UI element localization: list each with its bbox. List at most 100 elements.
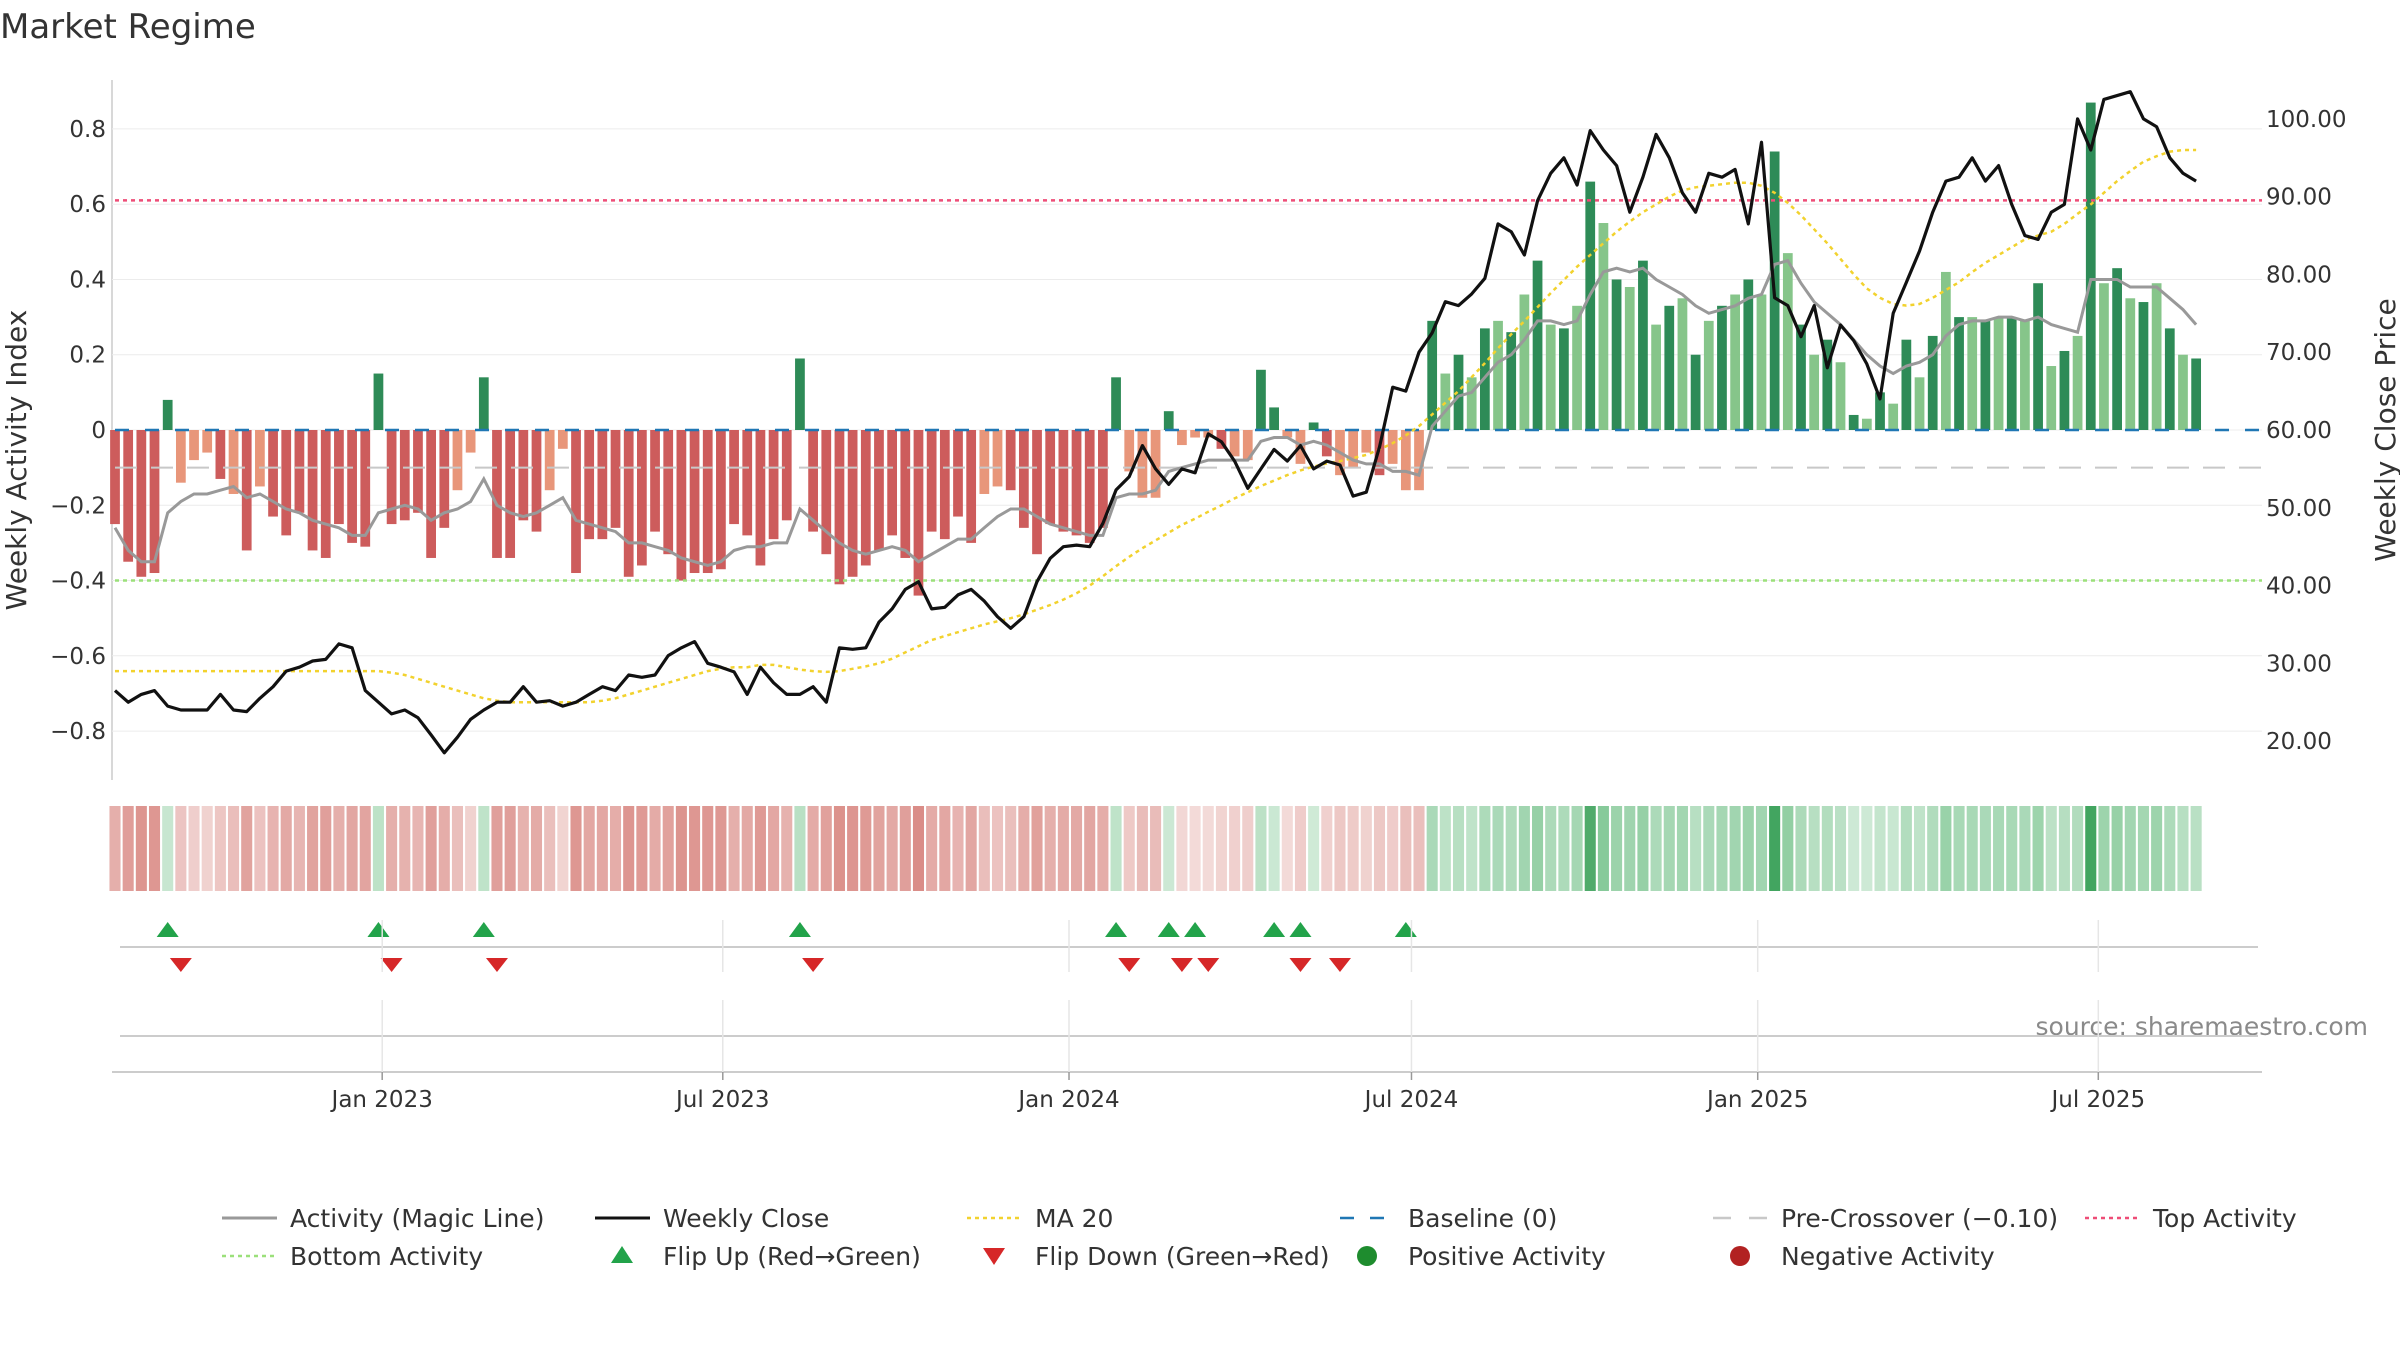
activity-bar xyxy=(610,430,621,528)
activity-bar xyxy=(992,430,1003,487)
flip-up-marker xyxy=(1157,922,1180,937)
regime-strip-cell xyxy=(1347,806,1359,891)
flip-markers-panel xyxy=(120,922,2258,972)
regime-strip-cell xyxy=(1084,806,1096,891)
legend-label: Flip Up (Red→Green) xyxy=(663,1242,921,1271)
activity-bar xyxy=(1598,223,1609,430)
activity-bar xyxy=(1387,430,1398,464)
regime-strip-cell xyxy=(1703,806,1715,891)
regime-strip-cell xyxy=(1202,806,1214,891)
regime-strip-cell xyxy=(517,806,529,891)
activity-bar xyxy=(1308,422,1319,430)
activity-bar xyxy=(2112,268,2122,430)
activity-bar xyxy=(2099,283,2109,430)
regime-strip-cell xyxy=(2151,806,2163,891)
activity-bar xyxy=(505,430,516,558)
regime-strip-cell xyxy=(1268,806,1280,891)
activity-bar xyxy=(716,430,726,570)
activity-bar xyxy=(1875,392,1885,430)
legend-item: Top Activity xyxy=(2085,1204,2297,1233)
regime-strip-cell xyxy=(1545,806,1557,891)
main-plot xyxy=(110,90,2262,755)
activity-bar xyxy=(1466,377,1477,430)
regime-strip-cell xyxy=(1584,806,1596,891)
activity-bar xyxy=(268,430,278,517)
regime-strip-cell xyxy=(847,806,859,891)
activity-bar xyxy=(966,430,977,543)
activity-bar xyxy=(1190,430,1200,438)
activity-bar xyxy=(953,430,963,517)
legend-swatch xyxy=(1730,1246,1750,1266)
activity-bar xyxy=(755,430,766,566)
activity-bar xyxy=(1835,362,1846,430)
flip-down-marker xyxy=(1170,958,1193,972)
activity-bar xyxy=(702,430,713,574)
activity-bar xyxy=(1703,320,1714,430)
regime-strip-cell xyxy=(293,806,305,891)
regime-strip-cell xyxy=(912,806,925,891)
flip-down-marker xyxy=(380,958,403,972)
regime-strip-cell xyxy=(1400,806,1412,891)
regime-strip-cell xyxy=(715,806,727,891)
activity-bar xyxy=(834,430,845,585)
regime-strip-cell xyxy=(1795,806,1807,891)
regime-strip-cell xyxy=(1518,806,1530,891)
activity-bar xyxy=(1242,430,1253,461)
activity-bar xyxy=(1427,320,1438,430)
activity-bar xyxy=(1321,430,1332,457)
x-tick-label: Jan 2024 xyxy=(1016,1087,1119,1113)
right-tick-label: 40.00 xyxy=(2266,574,2332,600)
activity-bar xyxy=(2191,358,2202,430)
activity-bar xyxy=(123,430,134,562)
regime-strip-cell xyxy=(2032,806,2044,891)
regime-strip-cell xyxy=(2045,806,2057,891)
activity-bar xyxy=(241,430,252,551)
regime-strip-cell xyxy=(820,806,832,891)
legend-item: Weekly Close xyxy=(595,1204,829,1233)
activity-bar xyxy=(1269,407,1279,430)
activity-bar xyxy=(887,430,898,536)
left-axis-label: Weekly Activity Index xyxy=(0,310,33,611)
left-tick-label: −0.6 xyxy=(50,644,106,670)
regime-strip-cell xyxy=(465,806,477,891)
flip-up-marker xyxy=(367,922,390,937)
activity-bar xyxy=(1585,181,1596,430)
legend-item: MA 20 xyxy=(967,1204,1113,1233)
activity-bar xyxy=(557,430,568,449)
activity-bar xyxy=(939,430,950,540)
regime-strip-cell xyxy=(399,806,411,891)
activity-bar xyxy=(294,430,305,513)
legend-label: Positive Activity xyxy=(1408,1242,1606,1271)
activity-bar xyxy=(1440,373,1451,430)
regime-strip-cell xyxy=(2190,806,2202,891)
regime-strip-cell xyxy=(504,806,516,891)
activity-bar xyxy=(571,430,581,574)
activity-bar xyxy=(1822,339,1833,430)
regime-strip-cell xyxy=(1189,806,1201,891)
activity-bar xyxy=(1677,298,1688,430)
activity-bar xyxy=(2006,317,2017,430)
flip-down-marker xyxy=(1197,958,1220,972)
regime-strip-cell xyxy=(1861,806,1873,891)
regime-strip-cell xyxy=(320,806,332,891)
regime-strip-cell xyxy=(1097,806,1109,891)
right-tick-label: 100.00 xyxy=(2266,107,2346,133)
activity-bar xyxy=(1638,260,1648,430)
activity-bar xyxy=(689,430,700,574)
activity-bar xyxy=(1045,430,1056,525)
legend-item: Baseline (0) xyxy=(1340,1204,1557,1233)
regime-strip-cell xyxy=(188,806,200,891)
regime-strip-cell xyxy=(254,806,266,891)
right-tick-label: 20.00 xyxy=(2266,729,2332,755)
legend-label: Bottom Activity xyxy=(290,1242,483,1271)
regime-strip-cell xyxy=(1018,806,1030,891)
legend-item: Pre-Crossover (−0.10) xyxy=(1713,1204,2058,1233)
activity-bar xyxy=(228,430,239,494)
regime-strip-cell xyxy=(1360,806,1372,891)
activity-bar xyxy=(636,430,647,566)
legend-label: Pre-Crossover (−0.10) xyxy=(1781,1204,2058,1233)
regime-strip-cell xyxy=(1571,806,1583,891)
regime-strip-cell xyxy=(135,806,147,891)
activity-bar xyxy=(1743,279,1754,430)
